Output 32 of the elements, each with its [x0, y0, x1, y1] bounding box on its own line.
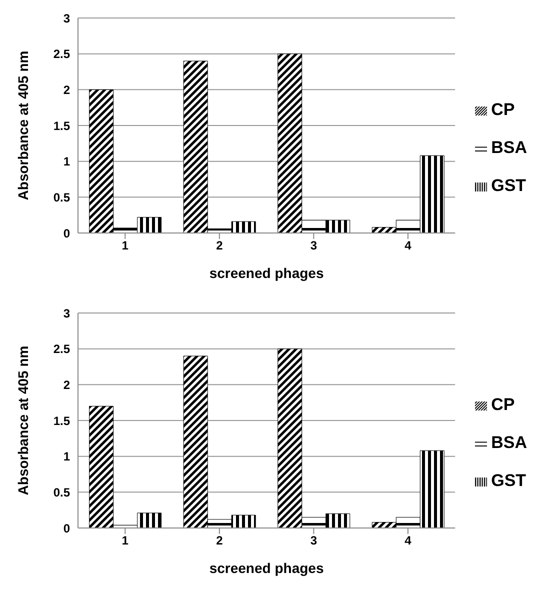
- x-tick-label: 2: [216, 534, 224, 548]
- x-tick-label: 4: [404, 534, 412, 548]
- legend-label: GST: [491, 176, 526, 195]
- legend-label: GST: [491, 471, 526, 490]
- y-tick-label: 0: [63, 521, 70, 536]
- x-axis-title: screened phages: [209, 265, 324, 281]
- y-tick-label: 1.5: [53, 118, 70, 133]
- y-tick-label: 2: [63, 82, 70, 97]
- y-tick-label: 1: [63, 154, 70, 169]
- y-axis-title: Absorbance at 405 nm: [14, 346, 31, 496]
- x-tick-label: 2: [216, 238, 224, 253]
- y-tick-label: 1.5: [53, 414, 70, 428]
- x-tick-label: 1: [122, 534, 129, 548]
- y-tick-label: 1: [63, 450, 70, 464]
- y-tick-label: 2.5: [53, 47, 70, 62]
- y-tick-label: 2: [63, 378, 70, 392]
- y-tick-label: 2.5: [53, 342, 70, 356]
- x-tick-label: 4: [404, 238, 412, 253]
- x-tick-label: 1: [122, 238, 129, 253]
- legend-label: CP: [491, 395, 515, 414]
- y-tick-label: 0.5: [53, 190, 70, 204]
- legend-label: BSA: [491, 138, 527, 157]
- legend-label: CP: [491, 100, 515, 119]
- y-tick-label: 0.5: [53, 485, 70, 500]
- legend-label: BSA: [491, 433, 527, 452]
- y-tick-label: 0: [63, 226, 70, 240]
- y-tick-label: 3: [63, 11, 70, 26]
- y-axis-title: Absorbance at 405 nm: [14, 50, 31, 200]
- x-tick-label: 3: [310, 534, 318, 548]
- x-axis-title: screened phages: [209, 560, 324, 576]
- x-tick-label: 3: [310, 238, 318, 253]
- y-tick-label: 3: [63, 306, 70, 320]
